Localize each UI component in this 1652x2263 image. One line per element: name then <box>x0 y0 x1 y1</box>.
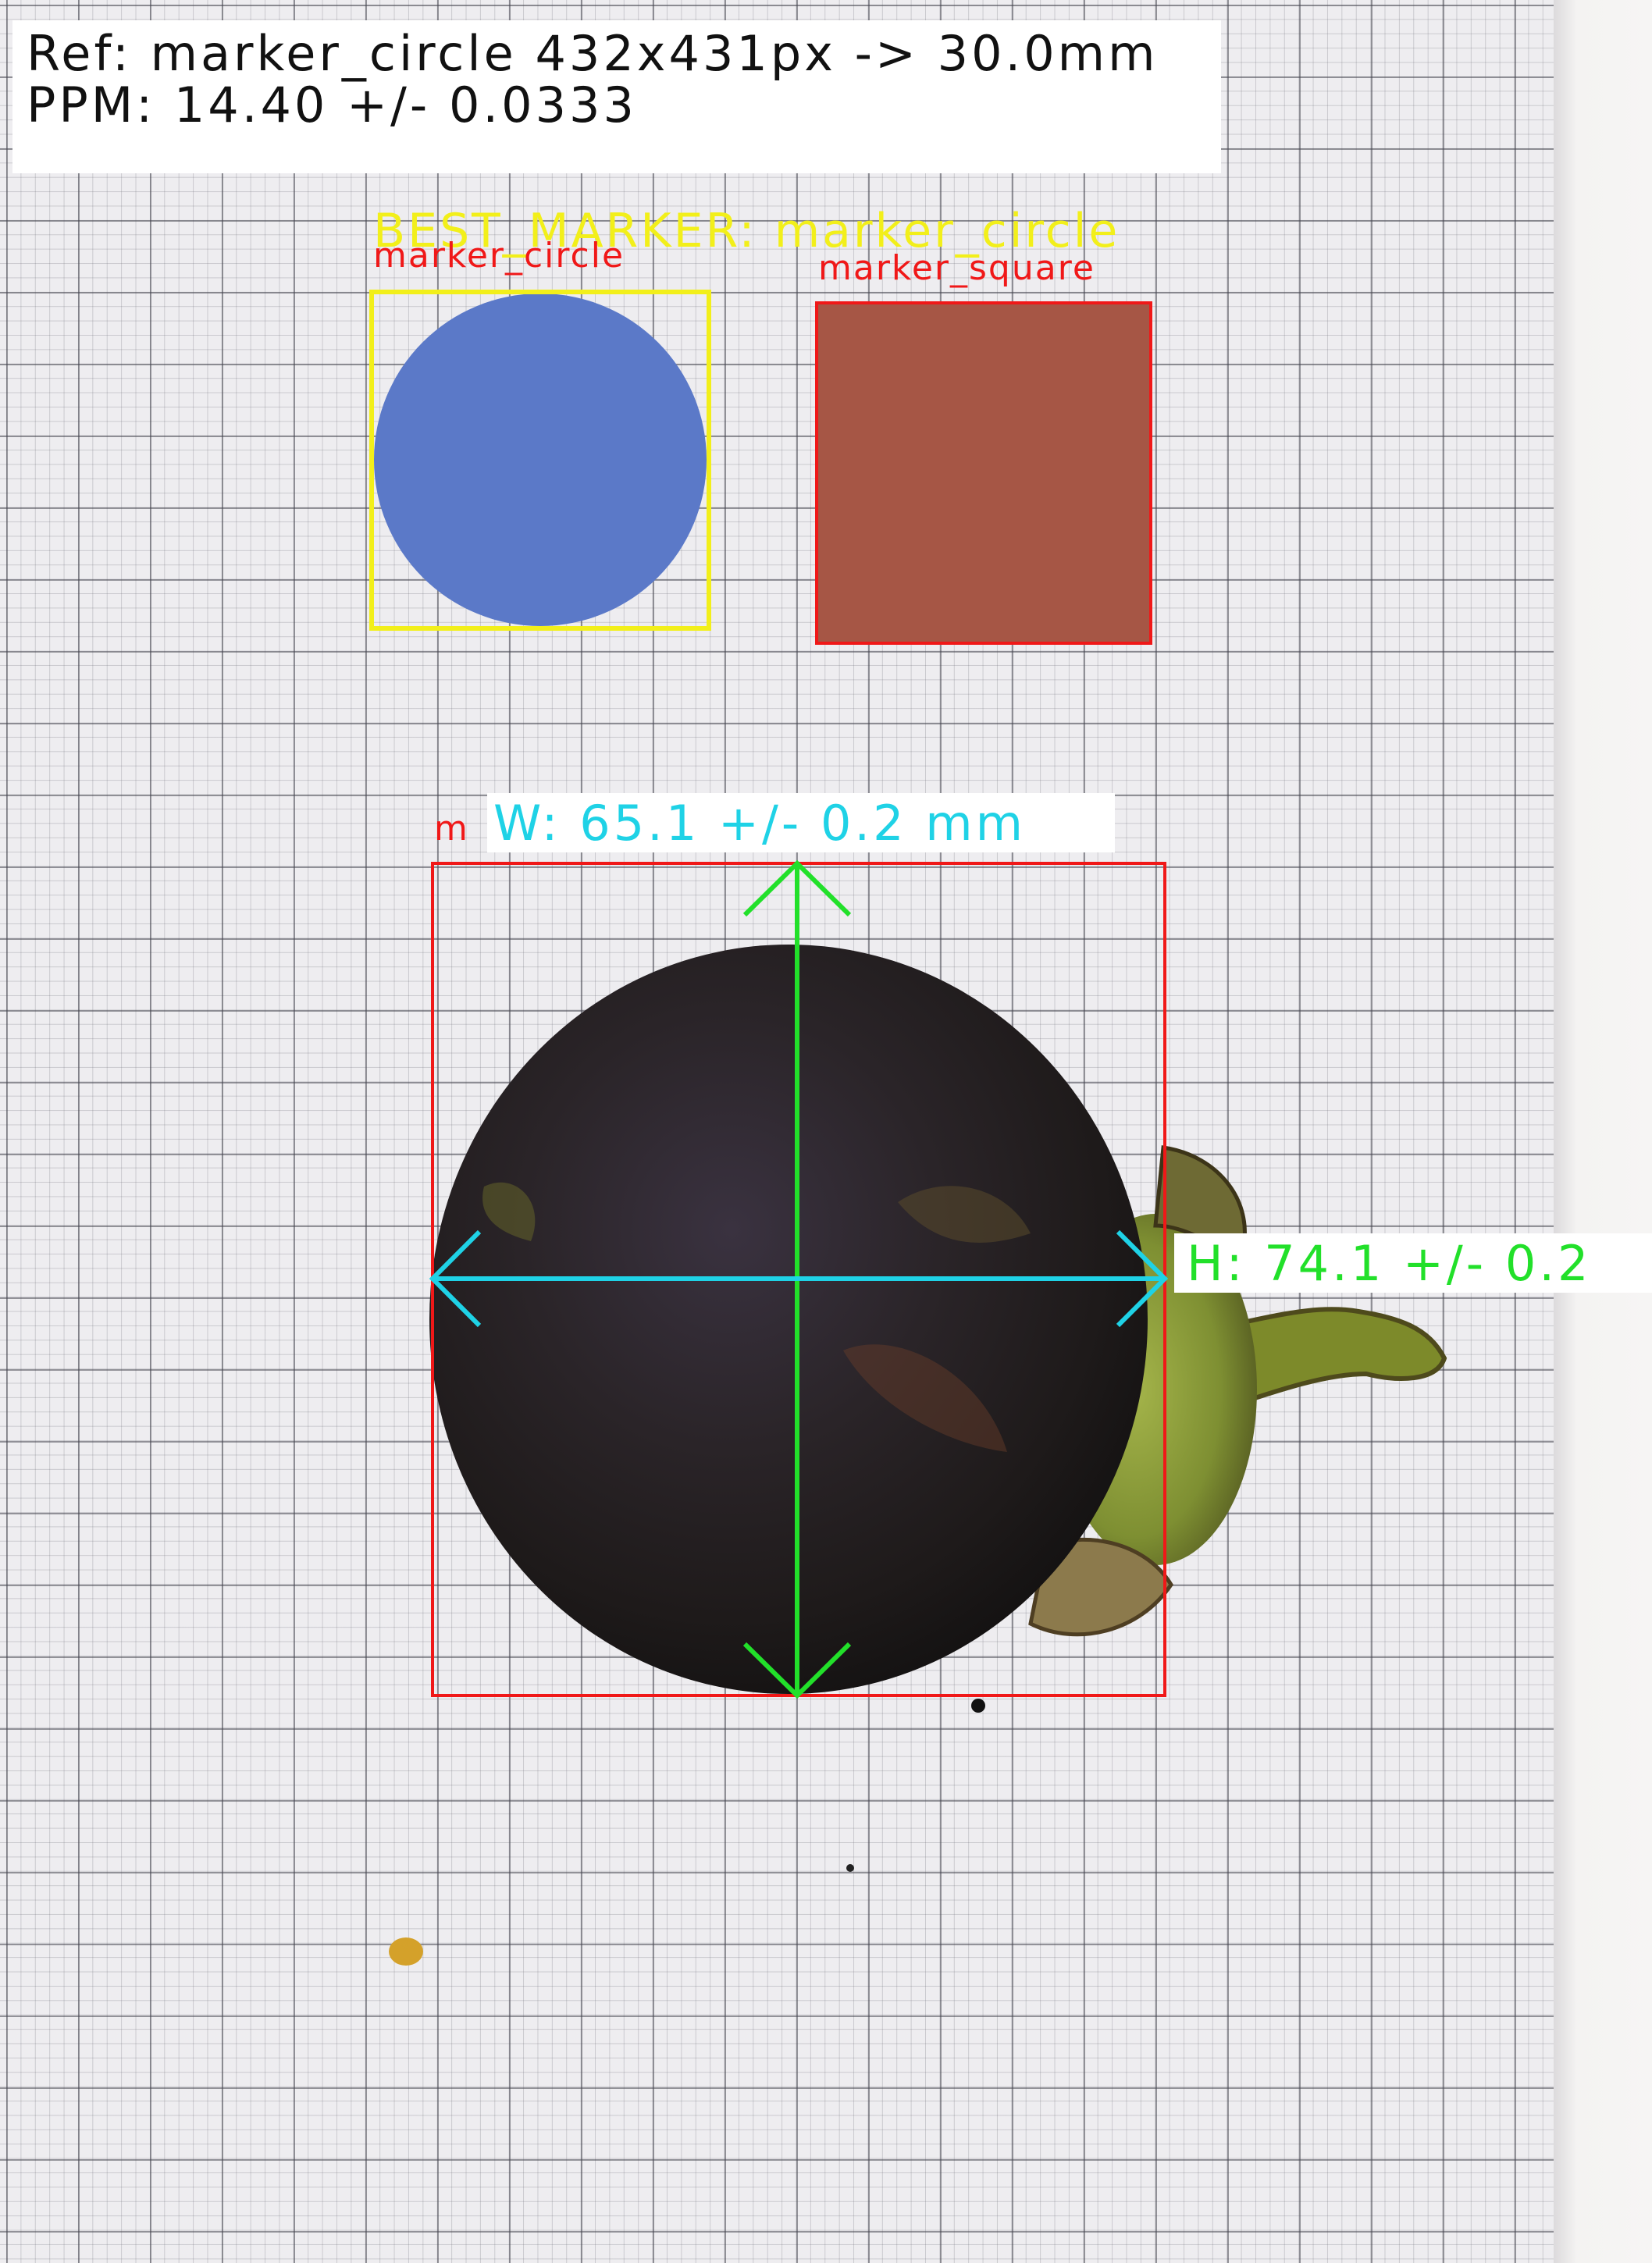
ppm-line: PPM: 14.40 +/- 0.0333 <box>27 77 637 133</box>
fruit-skin-mark <box>898 1186 1031 1243</box>
paper-edge <box>1554 0 1652 2263</box>
height-measurement-label: H: 74.1 +/- 0.2 <box>1174 1233 1652 1293</box>
object-label: m <box>434 809 469 849</box>
paper-speck <box>846 1864 854 1872</box>
square-marker-box <box>815 301 1152 645</box>
width-arrowhead-left <box>429 1229 482 1328</box>
fruit-skin-mark <box>843 1344 1007 1452</box>
circle-marker <box>374 294 707 626</box>
fruit-skin-mark <box>482 1182 536 1241</box>
paper-speck <box>971 1699 985 1713</box>
square-marker-label: marker_square <box>818 248 1095 288</box>
width-arrowhead-right <box>1116 1229 1169 1328</box>
circle-marker-box <box>369 290 711 631</box>
calyx-sepal-bottom <box>1028 1537 1173 1637</box>
width-measurement-label: W: 65.1 +/- 0.2 mm <box>487 793 1115 852</box>
mangosteen-fruit <box>429 945 1148 1694</box>
circle-marker-label: marker_circle <box>373 236 625 276</box>
height-arrowhead-bottom <box>742 1642 852 1699</box>
height-arrowhead-top <box>742 859 852 917</box>
reference-info-panel: Ref: marker_circle 432x431px -> 30.0mm P… <box>12 20 1221 173</box>
square-marker <box>817 303 1151 643</box>
fruit-stem <box>1215 1307 1447 1408</box>
reference-line: Ref: marker_circle 432x431px -> 30.0mm <box>27 25 1159 82</box>
paper-speck <box>389 1937 423 1966</box>
best-marker-label: BEST_MARKER: marker_circle <box>373 204 1120 258</box>
